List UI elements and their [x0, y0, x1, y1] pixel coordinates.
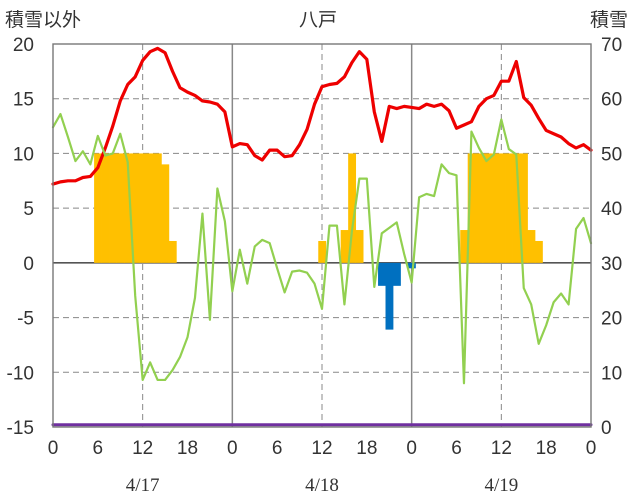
orange-bar	[527, 230, 536, 263]
x-hour-tick-label: 6	[93, 438, 104, 459]
x-date-label: 4/19	[484, 475, 518, 496]
orange-bar	[138, 153, 147, 263]
y-left-tick-label: -10	[7, 363, 34, 384]
bar-series	[94, 153, 543, 330]
y-left-tick-label: 15	[13, 90, 34, 111]
y-right-tick-label: 50	[601, 144, 622, 165]
left-axis-title: 積雪以外	[5, 9, 81, 31]
x-hour-tick-label: 12	[311, 438, 332, 459]
x-date-label: 4/18	[305, 475, 339, 496]
y-left-tick-label: -5	[17, 309, 34, 330]
orange-bar	[131, 153, 140, 263]
x-date-label: 4/17	[126, 475, 160, 496]
orange-bar	[146, 153, 155, 263]
y-left-tick-label: 10	[13, 144, 34, 165]
x-hour-tick-label: 6	[272, 438, 283, 459]
orange-bar	[123, 153, 132, 263]
blue-bar	[385, 262, 394, 330]
plot-border	[52, 43, 592, 428]
y-right-tick-label: 20	[601, 309, 622, 330]
y-right-tick-label: 30	[601, 254, 622, 275]
x-hour-tick-label: 18	[536, 438, 557, 459]
x-hour-tick-label: 0	[227, 438, 238, 459]
orange-bar	[467, 153, 476, 263]
blue-bar	[378, 262, 386, 286]
orange-bar	[340, 230, 349, 263]
orange-bar	[534, 240, 543, 263]
chart-title: 八戸	[299, 9, 337, 31]
x-hour-tick-label: 0	[406, 438, 417, 459]
orange-bar	[109, 153, 117, 263]
y-right-tick-label: 70	[601, 35, 622, 56]
orange-bar	[116, 153, 125, 263]
orange-bar	[482, 153, 491, 263]
y-right-tick-label: 60	[601, 90, 622, 111]
x-hour-tick-label: 0	[586, 438, 597, 459]
blue-bar	[407, 262, 416, 269]
y-left-tick-label: 5	[23, 199, 34, 220]
orange-bar	[475, 153, 484, 263]
orange-bar	[348, 153, 357, 263]
orange-bar	[512, 153, 521, 263]
orange-bar	[94, 153, 102, 263]
orange-bar	[497, 153, 506, 263]
x-hour-tick-label: 18	[177, 438, 198, 459]
x-hour-tick-label: 18	[356, 438, 377, 459]
blue-bar	[392, 262, 401, 286]
y-left-tick-label: 20	[13, 35, 34, 56]
orange-bar	[505, 153, 513, 263]
x-hour-tick-label: 0	[48, 438, 59, 459]
y-right-tick-label: 0	[601, 418, 612, 439]
orange-bar	[460, 230, 469, 263]
orange-bar	[101, 153, 110, 263]
red-line	[51, 46, 593, 186]
green-line	[51, 112, 593, 385]
x-hour-tick-label: 6	[451, 438, 462, 459]
y-left-tick-label: 0	[23, 254, 34, 275]
orange-bar	[153, 153, 162, 263]
x-hour-tick-label: 12	[132, 438, 153, 459]
orange-bar	[318, 240, 327, 263]
orange-bar	[490, 153, 498, 263]
orange-bar	[161, 164, 170, 263]
y-left-tick-label: -15	[7, 418, 34, 439]
y-right-tick-label: 40	[601, 199, 622, 220]
y-right-tick-label: 10	[601, 363, 622, 384]
orange-bar	[355, 230, 364, 263]
plot-frame	[52, 43, 592, 428]
orange-bar	[520, 153, 528, 263]
line-series	[51, 46, 593, 427]
x-hour-tick-label: 12	[491, 438, 512, 459]
right-axis-title: 積雪	[590, 9, 628, 31]
orange-bar	[168, 240, 177, 263]
